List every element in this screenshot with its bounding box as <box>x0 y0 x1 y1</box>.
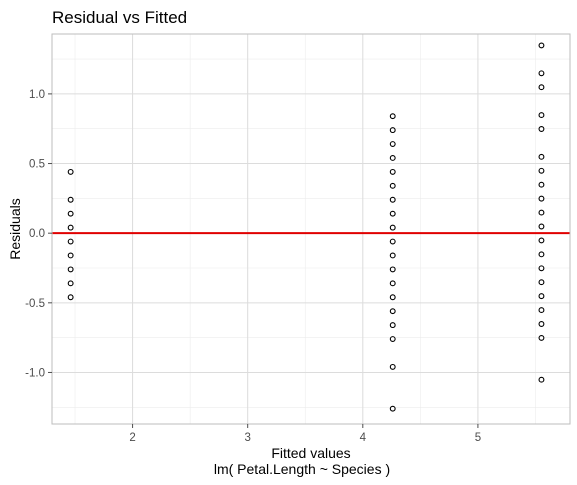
residual-point <box>538 42 545 49</box>
residual-point <box>389 168 396 175</box>
residual-point <box>67 294 74 301</box>
chart-title: Residual vs Fitted <box>52 8 187 27</box>
residual-point <box>67 252 74 259</box>
residual-point <box>389 280 396 287</box>
residual-point <box>67 238 74 245</box>
residual-point <box>538 84 545 91</box>
residual-point <box>538 237 545 244</box>
residual-point <box>389 224 396 231</box>
residual-point <box>538 293 545 300</box>
residual-point <box>538 321 545 327</box>
residual-point <box>389 113 396 120</box>
major-gridlines <box>52 34 570 424</box>
y-axis: -1.0 -0.5 0.0 0.5 1.0 <box>25 89 52 379</box>
residual-point <box>389 196 396 203</box>
y-tick-label: 0.0 <box>29 228 45 240</box>
residual-point <box>389 322 396 329</box>
residual-point <box>538 181 545 188</box>
residual-point <box>67 280 74 287</box>
residual-point <box>538 251 545 258</box>
residual-point <box>389 182 396 189</box>
y-tick-label: 0.5 <box>29 159 45 171</box>
residual-point <box>389 210 396 217</box>
residual-point <box>538 153 545 160</box>
residual-point <box>67 168 74 175</box>
residual-point <box>389 238 396 245</box>
residual-point <box>538 265 545 272</box>
residual-points <box>67 42 545 412</box>
residual-point <box>389 405 396 412</box>
residual-point <box>538 112 545 119</box>
residual-point <box>389 294 396 301</box>
residual-point <box>389 252 396 259</box>
x-axis: 2 3 4 5 <box>129 424 481 444</box>
y-tick-label: 1.0 <box>29 89 45 101</box>
residual-point <box>389 127 396 134</box>
x-tick-label: 2 <box>129 432 135 444</box>
x-axis-title: Fitted values <box>271 445 350 461</box>
plot-panel-border <box>51 33 571 425</box>
residual-point <box>67 196 74 203</box>
x-tick-label: 5 <box>475 432 481 444</box>
residual-point <box>538 70 545 77</box>
residual-point <box>538 223 545 230</box>
residual-point <box>389 266 396 273</box>
minor-gridlines <box>52 34 570 424</box>
residual-point <box>538 126 545 132</box>
y-tick-label: -0.5 <box>25 298 45 310</box>
residual-point <box>389 155 396 161</box>
residual-point <box>389 141 396 147</box>
residual-point <box>538 334 545 341</box>
residual-point <box>538 195 545 202</box>
residual-point <box>389 336 396 342</box>
residual-point <box>538 376 545 383</box>
residual-point <box>389 308 396 315</box>
residual-point <box>538 279 545 286</box>
residual-point <box>538 307 545 314</box>
residual-point <box>538 209 545 216</box>
x-axis-subtitle: lm( Petal.Length ~ Species ) <box>214 461 390 477</box>
y-axis-title: Residuals <box>7 198 23 259</box>
y-tick-label: -1.0 <box>25 367 45 379</box>
residual-point <box>67 266 74 273</box>
residual-point <box>67 224 74 231</box>
residual-point <box>67 210 74 217</box>
residual-point <box>389 363 396 370</box>
x-tick-label: 3 <box>244 432 250 444</box>
residual-point <box>538 167 545 174</box>
x-tick-label: 4 <box>360 432 367 444</box>
